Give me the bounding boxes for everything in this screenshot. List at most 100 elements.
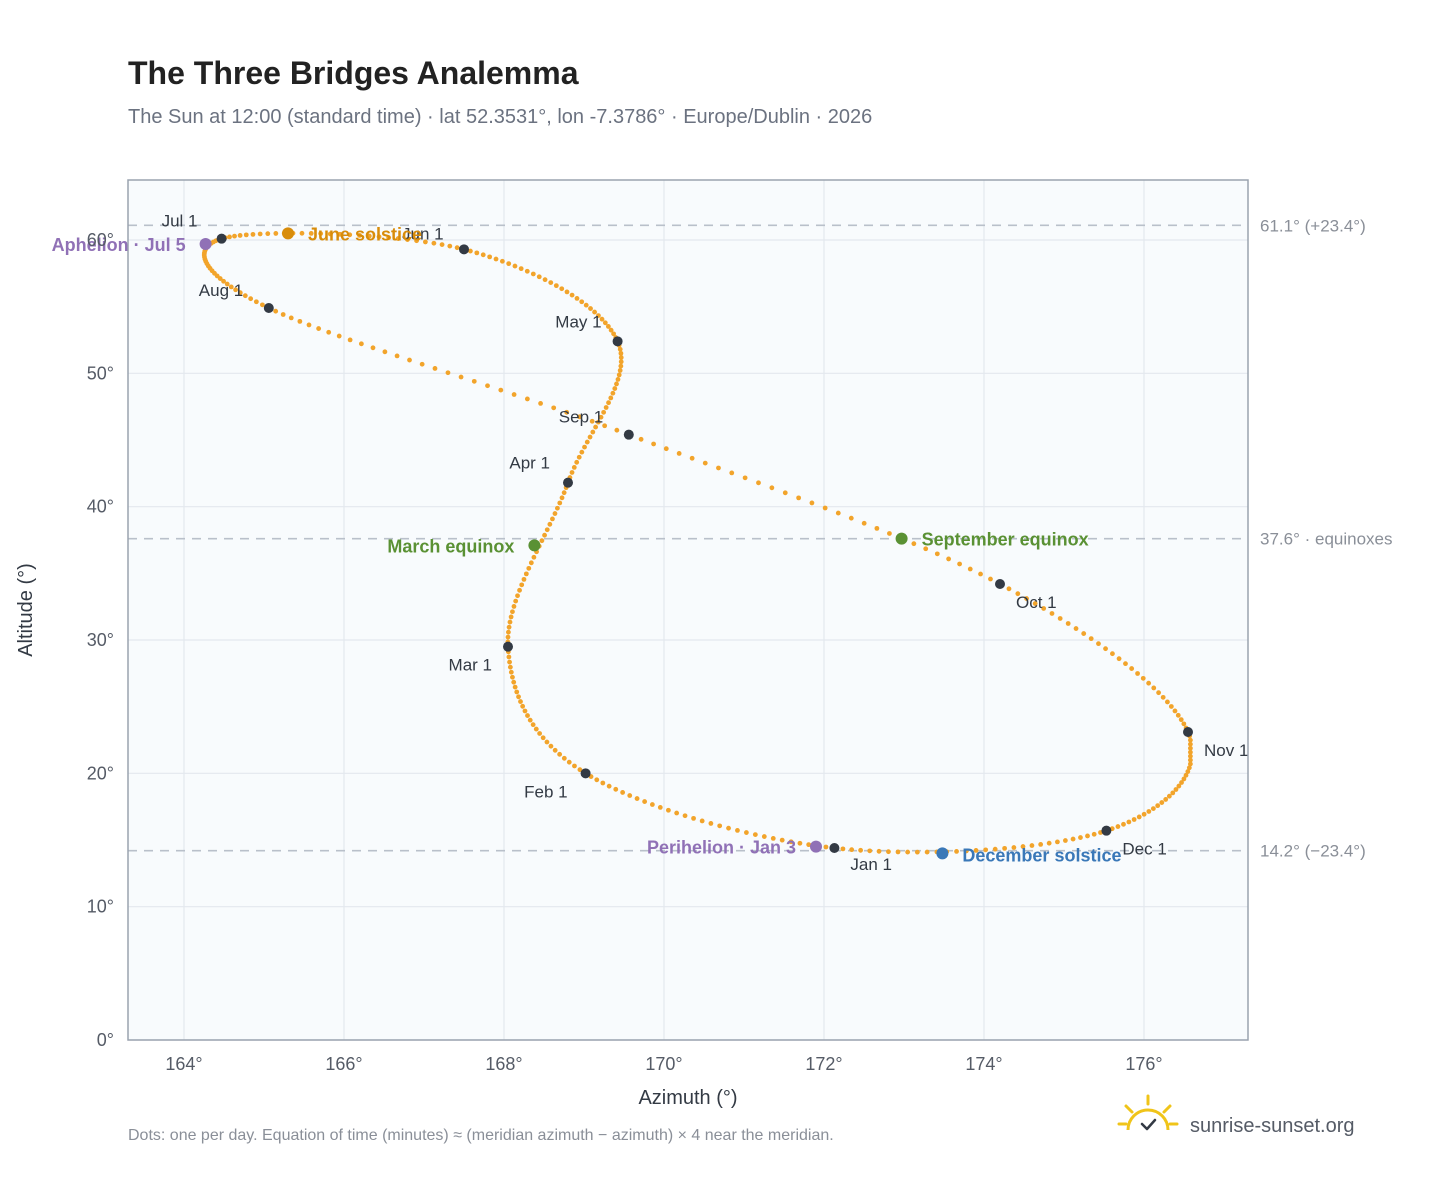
month-marker — [459, 244, 469, 255]
daily-dot — [1032, 601, 1038, 606]
event-label: September equinox — [922, 530, 1089, 550]
daily-dot — [432, 366, 438, 371]
event-marker — [936, 847, 949, 860]
daily-dot — [308, 230, 314, 236]
daily-dot — [599, 316, 605, 322]
daily-dot — [618, 363, 624, 369]
daily-dot — [524, 268, 530, 274]
daily-dot — [895, 849, 901, 855]
daily-dot — [1188, 737, 1193, 743]
daily-dot — [515, 593, 520, 599]
daily-dot — [394, 353, 400, 359]
daily-dot — [1155, 803, 1161, 809]
daily-dot — [988, 576, 993, 582]
daily-dot — [507, 659, 512, 665]
daily-dot — [603, 405, 609, 410]
daily-dot — [454, 245, 460, 251]
daily-dot — [507, 619, 513, 625]
daily-dot — [651, 441, 657, 447]
daily-dot — [874, 525, 880, 531]
daily-dot — [620, 790, 626, 795]
daily-dot — [559, 286, 565, 292]
daily-dot — [395, 236, 401, 241]
daily-dot — [566, 759, 572, 765]
daily-dot — [233, 287, 239, 293]
daily-dot — [518, 699, 523, 704]
event-label: June solstice — [308, 224, 422, 244]
daily-dot — [530, 271, 536, 277]
daily-dot — [1168, 704, 1174, 709]
y-tick-label: 40° — [87, 497, 114, 517]
daily-dot — [506, 624, 512, 630]
event-marker — [282, 227, 294, 240]
daily-dot — [1015, 591, 1021, 597]
daily-dot — [616, 372, 622, 378]
event-marker — [528, 539, 541, 552]
daily-dot — [548, 743, 554, 749]
daily-dot — [887, 531, 892, 536]
daily-dot — [224, 281, 230, 287]
daily-dot — [574, 459, 580, 465]
daily-dot — [1150, 806, 1156, 811]
daily-dot — [228, 284, 234, 290]
daily-dot — [242, 293, 248, 299]
daily-dot — [536, 274, 542, 280]
daily-dot — [508, 669, 514, 675]
daily-dot — [561, 755, 567, 761]
daily-dot — [557, 500, 563, 506]
daily-dot — [544, 739, 550, 745]
daily-dot — [306, 322, 312, 328]
daily-dot — [606, 783, 612, 789]
daily-dot — [337, 231, 343, 237]
daily-dot — [1159, 800, 1165, 805]
x-axis-ticks: 164° 166° 168° 170° 172° 174° 176° — [165, 1054, 1162, 1074]
daily-dot — [614, 381, 619, 387]
daily-dot — [1081, 631, 1087, 636]
daily-dot — [954, 848, 959, 854]
daily-dot — [458, 374, 464, 380]
daily-dot — [606, 400, 611, 406]
daily-dot — [1181, 721, 1187, 727]
daily-dot — [487, 254, 493, 260]
month-label: Mar 1 — [449, 656, 492, 675]
daily-dot — [742, 475, 748, 481]
daily-dot — [914, 849, 920, 855]
daily-dot — [506, 654, 512, 660]
daily-dot — [1156, 690, 1162, 696]
daily-dot — [682, 813, 688, 819]
daily-dot — [471, 378, 477, 384]
daily-dot — [376, 234, 382, 240]
daily-dot — [689, 455, 695, 461]
daily-dot — [618, 355, 624, 360]
month-label: Feb 1 — [524, 782, 567, 801]
daily-dot — [716, 465, 721, 471]
daily-dot — [273, 231, 279, 236]
daily-dot — [1188, 741, 1193, 747]
daily-dot — [1046, 840, 1052, 846]
daily-dot — [602, 320, 608, 326]
plot-area: 61.1° (+23.4°) 37.6° · equinoxes 14.2° (−2… — [52, 179, 1393, 1041]
daily-dot — [1121, 821, 1126, 827]
daily-dot — [512, 263, 518, 269]
daily-dot — [569, 292, 575, 298]
daily-dot — [528, 560, 534, 566]
brand[interactable]: sunrise-sunset.org — [1117, 1094, 1355, 1137]
daily-dot — [605, 324, 611, 329]
daily-dot — [519, 582, 525, 588]
daily-dot — [511, 604, 517, 609]
daily-dot — [544, 527, 550, 533]
event-marker — [199, 238, 212, 250]
daily-dot — [513, 598, 519, 604]
daily-dot — [555, 505, 560, 511]
event-label: March equinox — [387, 536, 514, 556]
daily-dot — [796, 495, 802, 501]
daily-dot — [522, 708, 528, 714]
daily-dot — [1024, 596, 1029, 601]
daily-dot — [1188, 761, 1193, 767]
daily-dot — [1140, 675, 1146, 681]
daily-dot — [347, 232, 353, 238]
daily-dot — [526, 565, 532, 571]
daily-dot — [250, 231, 256, 237]
daily-dot — [674, 810, 680, 816]
daily-dot — [517, 587, 522, 593]
